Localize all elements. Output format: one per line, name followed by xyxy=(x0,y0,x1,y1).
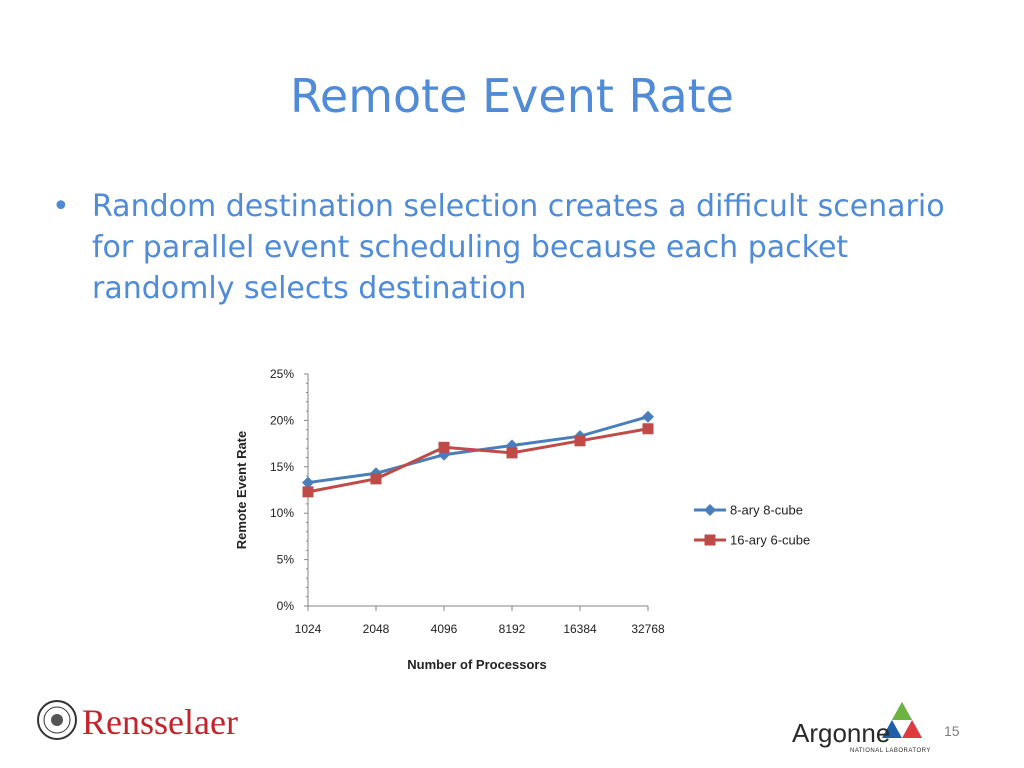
argonne-subtitle: NATIONAL LABORATORY xyxy=(850,748,931,754)
x-axis-label: Number of Processors xyxy=(407,657,546,672)
data-point xyxy=(302,476,314,489)
bullet-marker: • xyxy=(52,189,70,224)
y-tick-label: 10% xyxy=(270,506,294,520)
y-tick-label: 25% xyxy=(270,367,294,381)
data-point xyxy=(642,423,654,435)
data-point xyxy=(506,447,518,459)
legend-item: 8-ary 8-cube xyxy=(694,503,803,518)
page-number: 15 xyxy=(944,723,960,739)
series-group xyxy=(302,410,654,498)
data-point xyxy=(438,441,450,453)
y-tick-label: 15% xyxy=(270,460,294,474)
argonne-triangle-icon xyxy=(882,702,922,738)
x-ticks: 1024 2048 4096 8192 16384 32768 xyxy=(295,606,665,636)
x-tick-label: 2048 xyxy=(363,622,390,636)
data-point xyxy=(642,410,654,423)
y-axis-label: Remote Event Rate xyxy=(234,431,249,549)
y-ticks: 0% 5% 10% 15% 20% 25% xyxy=(270,367,308,613)
slide-title: Remote Event Rate xyxy=(290,69,734,123)
y-tick-label: 0% xyxy=(277,599,295,613)
legend-label: 16-ary 6-cube xyxy=(730,533,810,548)
series-1 xyxy=(302,423,654,498)
y-tick-label: 20% xyxy=(270,413,294,427)
x-tick-label: 32768 xyxy=(631,622,665,636)
data-point xyxy=(438,448,450,461)
y-tick-label: 5% xyxy=(277,553,295,567)
series-line xyxy=(307,427,649,494)
data-point xyxy=(370,473,382,485)
data-point xyxy=(302,486,314,498)
legend-label: 8-ary 8-cube xyxy=(730,503,803,518)
argonne-logo: Argonne NATIONAL LABORATORY xyxy=(788,700,931,758)
legend-marker xyxy=(704,534,716,546)
legend-item: 16-ary 6-cube xyxy=(694,533,810,548)
bullet-text: Random destination selection creates a d… xyxy=(92,189,945,306)
x-tick-label: 1024 xyxy=(295,622,322,636)
x-tick-label: 4096 xyxy=(431,622,458,636)
x-tick-label: 16384 xyxy=(563,622,597,636)
rensselaer-logo: Rensselaer xyxy=(36,698,276,748)
data-point xyxy=(574,435,586,447)
rensselaer-wordmark: Rensselaer xyxy=(82,702,238,742)
x-tick-label: 8192 xyxy=(499,622,526,636)
legend-marker xyxy=(704,504,716,516)
legend: 8-ary 8-cube 16-ary 6-cube xyxy=(694,503,810,548)
rensselaer-seal-icon xyxy=(37,700,77,740)
line-chart: 0% 5% 10% 15% 20% 25% 1024 2048 4096 8192 16384 32… xyxy=(234,367,810,672)
argonne-wordmark: Argonne xyxy=(792,718,891,748)
